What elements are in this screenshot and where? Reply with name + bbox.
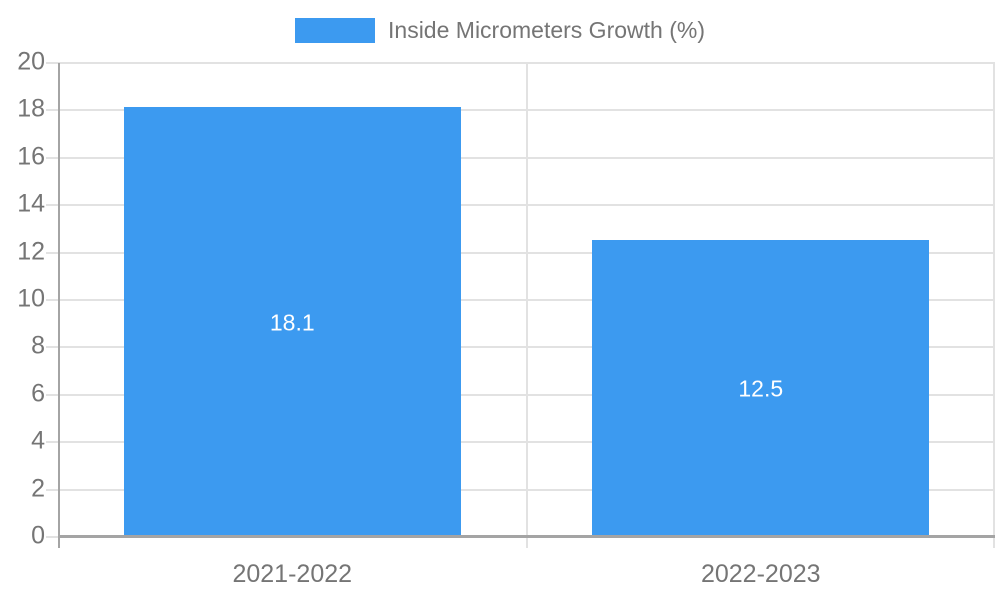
y-tick-label: 4	[31, 426, 45, 455]
y-tick-label: 12	[17, 236, 45, 265]
gridline	[46, 251, 995, 254]
gridline	[46, 346, 995, 349]
legend-swatch	[295, 17, 376, 43]
x-axis-line	[58, 535, 995, 538]
gridline	[46, 62, 995, 64]
y-tick-label: 14	[17, 189, 45, 218]
y-tick-label: 0	[31, 521, 45, 550]
gridline	[46, 299, 995, 301]
x-tick-label: 2022-2023	[700, 560, 821, 588]
bar-value-label: 12.5	[738, 375, 784, 402]
legend-label: Inside Micrometers Growth (%)	[388, 17, 705, 43]
gridline	[46, 204, 995, 207]
category-divider-line	[525, 63, 528, 548]
bar	[123, 107, 461, 536]
bar	[592, 239, 930, 536]
gridline	[46, 441, 995, 444]
y-tick-label: 2	[31, 473, 45, 502]
y-tick-label: 8	[31, 331, 45, 360]
gridline	[46, 109, 995, 112]
plot-area: 0 2 4 6 8 10 12 14 16 18 20 18.1 2021-2022 12.5 2022-2…	[17, 47, 995, 588]
x-tick-label: 2021-2022	[232, 560, 353, 588]
y-tick-label: 20	[17, 47, 45, 76]
legend: Inside Micrometers Growth (%)	[0, 14, 1000, 46]
gridline	[46, 156, 995, 159]
gridline	[46, 488, 995, 491]
y-tick-label: 16	[17, 142, 45, 171]
plot-right-border	[993, 63, 995, 548]
y-axis-line	[58, 63, 60, 548]
y-tick-label: 18	[17, 94, 45, 123]
bar-value-label: 18.1	[269, 309, 315, 335]
y-tick-label: 6	[31, 379, 45, 408]
gridline	[46, 393, 995, 396]
y-tick-label: 10	[17, 284, 45, 313]
